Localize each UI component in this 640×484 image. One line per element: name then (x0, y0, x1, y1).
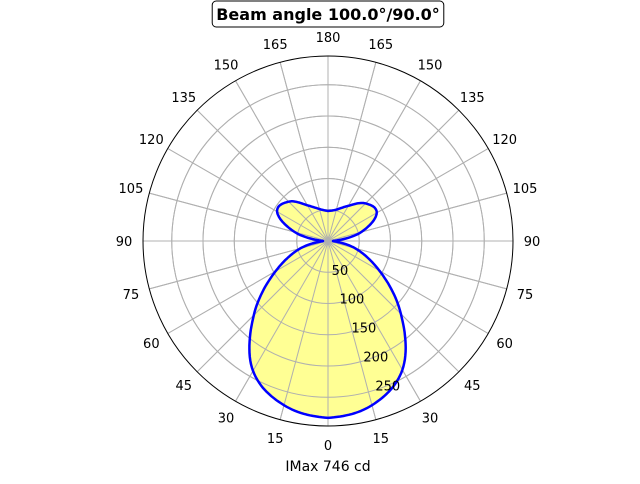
radial-tick-label: 150 (351, 322, 376, 337)
angle-tick-label: 75 (517, 288, 534, 303)
angle-tick-label: 60 (496, 337, 513, 352)
angle-tick-label: 90 (116, 235, 133, 250)
grid-spoke (279, 240, 329, 420)
angle-tick-label: 30 (422, 412, 439, 427)
angle-tick-label: 135 (171, 91, 196, 106)
angle-tick-label: 150 (214, 58, 239, 73)
angle-tick-label: 165 (368, 38, 393, 53)
angle-tick-label: 90 (524, 235, 541, 250)
angle-tick-labels: 0 15 15 30 30 45 45 60 60 75 75 90 90 105 105 120 120 135… (116, 31, 541, 454)
chart-title: Beam angle 100.0°/90.0° (216, 5, 440, 24)
angle-tick-label: 15 (373, 432, 390, 447)
grid-spoke (327, 62, 377, 242)
angle-tick-label: 15 (267, 432, 284, 447)
angle-tick-label: 105 (513, 182, 538, 197)
grid-spoke (167, 240, 329, 334)
grid-spoke (279, 62, 329, 242)
angle-tick-label: 135 (460, 91, 485, 106)
grid-spoke (327, 240, 421, 402)
grid-spoke (196, 109, 329, 242)
angle-tick-label: 30 (218, 412, 235, 427)
grid-spoke (327, 148, 489, 242)
grid-spoke (167, 148, 329, 242)
grid-spoke (327, 109, 460, 242)
angle-tick-label: 45 (464, 379, 481, 394)
angle-tick-label: 120 (139, 133, 164, 148)
radial-tick-label: 250 (375, 379, 400, 394)
angle-tick-label: 60 (143, 337, 160, 352)
grid-spoke (327, 80, 421, 242)
grid-spoke (327, 240, 377, 420)
angle-tick-label: 165 (263, 38, 288, 53)
series-line (248, 200, 407, 420)
angle-tick-label: 150 (418, 58, 443, 73)
title-box: Beam angle 100.0°/90.0° (211, 0, 445, 28)
radial-tick-label: 100 (340, 293, 365, 308)
angle-tick-label: 120 (492, 133, 517, 148)
angle-tick-label: 75 (123, 288, 140, 303)
grid-spoke (327, 240, 489, 334)
radial-tick-label: 50 (332, 264, 349, 279)
grid-spoke (196, 240, 329, 373)
outer-circle (142, 55, 514, 427)
x-axis-label: IMax 746 cd (285, 459, 370, 475)
series (142, 55, 514, 427)
angle-tick-label: 0 (324, 439, 332, 454)
grid-spoke (327, 240, 460, 373)
grid-spoke (235, 80, 329, 242)
grid-spoke (235, 240, 329, 402)
radial-tick-label: 200 (363, 350, 388, 365)
radial-tick-labels: 50 100 150 200 250 (332, 264, 401, 394)
angle-tick-label: 105 (119, 182, 144, 197)
angle-tick-label: 180 (316, 31, 341, 46)
angle-tick-label: 45 (175, 379, 192, 394)
